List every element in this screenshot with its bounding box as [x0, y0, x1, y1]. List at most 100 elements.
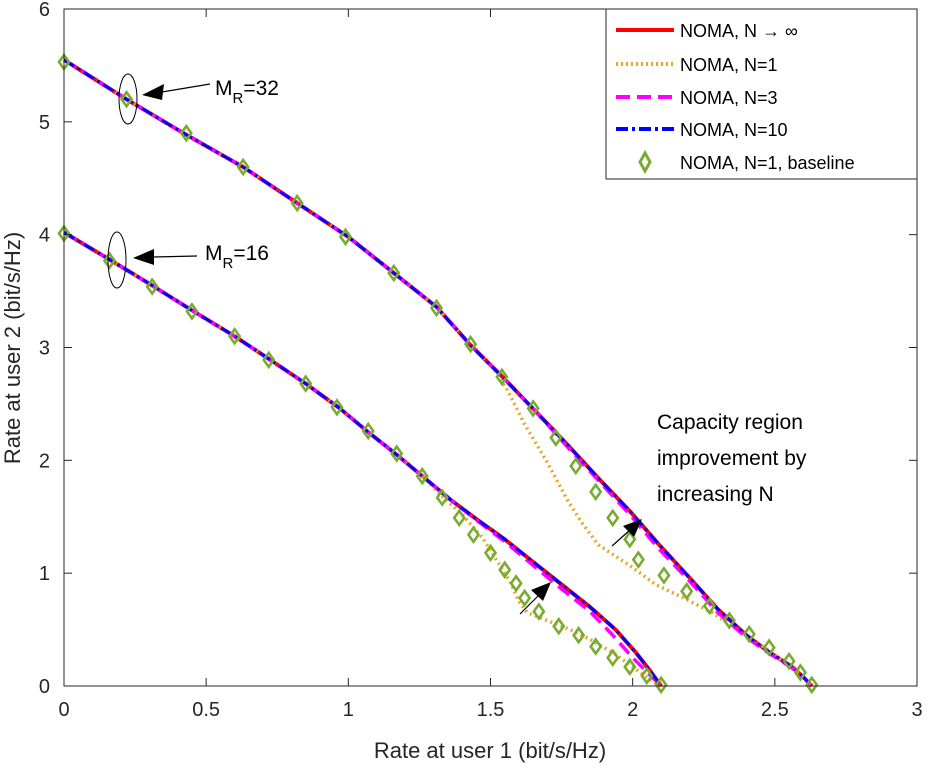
mr16-label-main: M — [205, 242, 223, 265]
y-tick-label: 2 — [39, 450, 50, 472]
improvement-arrow-upper — [611, 519, 642, 547]
noma-n-1-baseline-m-r-32-marker — [495, 367, 509, 387]
y-tick-label: 4 — [39, 225, 50, 247]
noma-n-1-baseline-m-r-16-marker — [390, 444, 404, 463]
noma-n-10-m-r-32-line — [63, 58, 813, 688]
noma-n-1-baseline-m-r-32-marker — [463, 334, 478, 354]
mr32-label-main: M — [215, 77, 233, 100]
noma-n-1-baseline-m-r-32-marker — [702, 596, 717, 616]
noma-n-1-baseline-m-r-16-marker — [623, 657, 637, 677]
noma-n-1-baseline-m-r-16-marker — [509, 574, 523, 593]
legend-item-baseline: NOMA, N=1, baseline — [638, 149, 855, 175]
legend-label-baseline: NOMA, N=1, baseline — [680, 153, 855, 173]
noma-n-1-baseline-m-r-16-marker — [552, 616, 566, 636]
legend-item-noma-n3: NOMA, N=3 — [616, 88, 778, 108]
noma-n-1-baseline-m-r-16-marker — [102, 251, 117, 270]
noma-n-1-baseline-m-r-32-marker — [657, 566, 671, 585]
noma-n-1-baseline-m-r-32-marker — [526, 399, 540, 418]
noma-n-1-baseline-m-r-32-marker — [549, 428, 563, 448]
legend-label-noma-n1: NOMA, N=1 — [680, 55, 778, 75]
noma-n-1-baseline-m-r-32-marker — [569, 456, 583, 476]
noma-n-1-baseline-m-r-16-marker — [145, 277, 159, 296]
noma-n-1-baseline-m-r-16-marker — [228, 326, 242, 346]
noma-n-1-baseline-m-r-32-marker — [782, 651, 796, 671]
mr16-label-sub: R — [223, 255, 234, 272]
noma-n-1-baseline-m-r-32-marker — [722, 611, 736, 630]
noma-n-1-baseline-m-r-32-marker — [680, 581, 694, 601]
noma-n-1-baseline-m-r-32-marker — [119, 90, 134, 109]
noma-n-1-baseline-m-r-16-marker — [518, 588, 532, 608]
capacity-annotation-line2: improvement by — [657, 447, 807, 470]
x-tick-label: 2 — [627, 699, 638, 721]
noma-n-1-baseline-m-r-16-marker — [654, 675, 668, 695]
noma-n-1-baseline-m-r-32-marker — [631, 550, 645, 569]
y-tick-label: 0 — [39, 676, 50, 698]
noma-n-1-baseline-m-r-16-marker — [299, 374, 313, 393]
noma-n-1-baseline-m-r-16-marker — [262, 350, 276, 370]
x-tick-label: 0 — [58, 699, 69, 721]
noma-n-1-baseline-m-r-32-marker — [290, 193, 304, 213]
noma-n-1-baseline-m-r-16-marker — [361, 421, 375, 441]
noma-n-1-baseline-m-r-32-marker — [179, 123, 193, 143]
mr16-label-value: =16 — [233, 242, 269, 265]
noma-n-1-baseline-m-r-32-marker — [805, 675, 819, 695]
y-tick-label: 1 — [39, 563, 50, 585]
mr16-label: MR=16 — [205, 242, 269, 272]
mr32-label-sub: R — [233, 90, 244, 107]
noma-n-10-m-r-16-line — [63, 231, 663, 687]
x-tick-label: 1 — [343, 699, 354, 721]
capacity-annotation-line1: Capacity region — [657, 411, 803, 434]
noma-n-1-baseline-m-r-16-marker — [606, 648, 620, 668]
noma-n-1-baseline-m-r-16-marker — [498, 560, 512, 580]
noma-n-1-baseline-m-r-32-marker — [742, 624, 756, 644]
annotations: MR=32 MR=16 Capacity region improvement … — [107, 73, 807, 615]
legend-swatch-baseline — [638, 149, 652, 175]
legend-label-noma-n3: NOMA, N=3 — [680, 88, 778, 108]
noma-n-1-baseline-m-r-16-marker — [466, 525, 481, 545]
mr32-ellipse — [118, 73, 138, 125]
capacity-annotation-line3: increasing N — [657, 483, 774, 506]
noma-n-1-baseline-m-r-16-marker — [415, 466, 429, 486]
x-tick-label: 0.5 — [192, 699, 220, 721]
legend: NOMA, N → ∞ NOMA, N=1 NOMA, N=3 NOMA, N=… — [605, 8, 918, 180]
noma-n-1-baseline-m-r-32-marker — [762, 638, 776, 657]
noma-n-1-baseline-m-r-32-marker — [623, 530, 637, 549]
tick-layer: 0 0.5 1 1.5 2 2.5 3 0 1 2 3 4 5 6 — [39, 0, 923, 721]
noma-n-1-baseline-m-r-32-marker — [236, 157, 250, 177]
noma-n-1-baseline-m-r-16-marker — [435, 488, 449, 507]
noma-n-1-baseline-m-r-32-marker — [338, 227, 353, 247]
marker-layer — [57, 52, 819, 695]
y-tick-label: 5 — [39, 112, 50, 134]
noma-n-1-baseline-m-r-32-marker — [589, 482, 603, 502]
x-tick-label: 1.5 — [477, 699, 505, 721]
noma-n-1-baseline-m-r-16-marker — [452, 508, 466, 528]
mr32-label: MR=32 — [215, 77, 279, 107]
mr16-ellipse — [107, 231, 127, 289]
legend-item-noma-n10: NOMA, N=10 — [616, 120, 788, 140]
x-tick-label: 2.5 — [761, 699, 789, 721]
y-tick-label: 3 — [39, 338, 50, 360]
legend-label-noma-inf: NOMA, N → ∞ — [680, 21, 798, 41]
mr32-arrow — [142, 83, 211, 100]
noma-n-1-baseline-m-r-16-marker — [532, 602, 546, 621]
mr16-arrow — [133, 249, 198, 265]
series-layer — [62, 58, 814, 688]
noma-n-1-baseline-m-r-16-marker — [330, 398, 344, 417]
improvement-arrow-lower — [519, 582, 551, 615]
legend-item-noma-inf: NOMA, N → ∞ — [616, 21, 798, 41]
noma-n-1-baseline-m-r-16-marker — [185, 302, 199, 321]
noma-n-1-baseline-m-r-32-marker — [387, 263, 401, 283]
noma-n-1-baseline-m-r-32-marker — [606, 508, 620, 528]
y-tick-label: 6 — [39, 0, 50, 21]
noma-n-1-baseline-m-r-16-marker — [483, 543, 498, 563]
y-axis-label: Rate at user 2 (bit/s/Hz) — [0, 232, 25, 464]
x-axis-label: Rate at user 1 (bit/s/Hz) — [374, 738, 606, 763]
noma-n-1-baseline-m-r-32-marker — [429, 298, 444, 318]
noma-n-1-baseline-m-r-16-marker — [640, 666, 654, 686]
x-tick-label: 3 — [911, 699, 922, 721]
noma-n-1-baseline-m-r-16-marker — [589, 637, 603, 656]
mr32-label-value: =32 — [243, 77, 279, 100]
legend-item-noma-n1: NOMA, N=1 — [616, 55, 778, 75]
